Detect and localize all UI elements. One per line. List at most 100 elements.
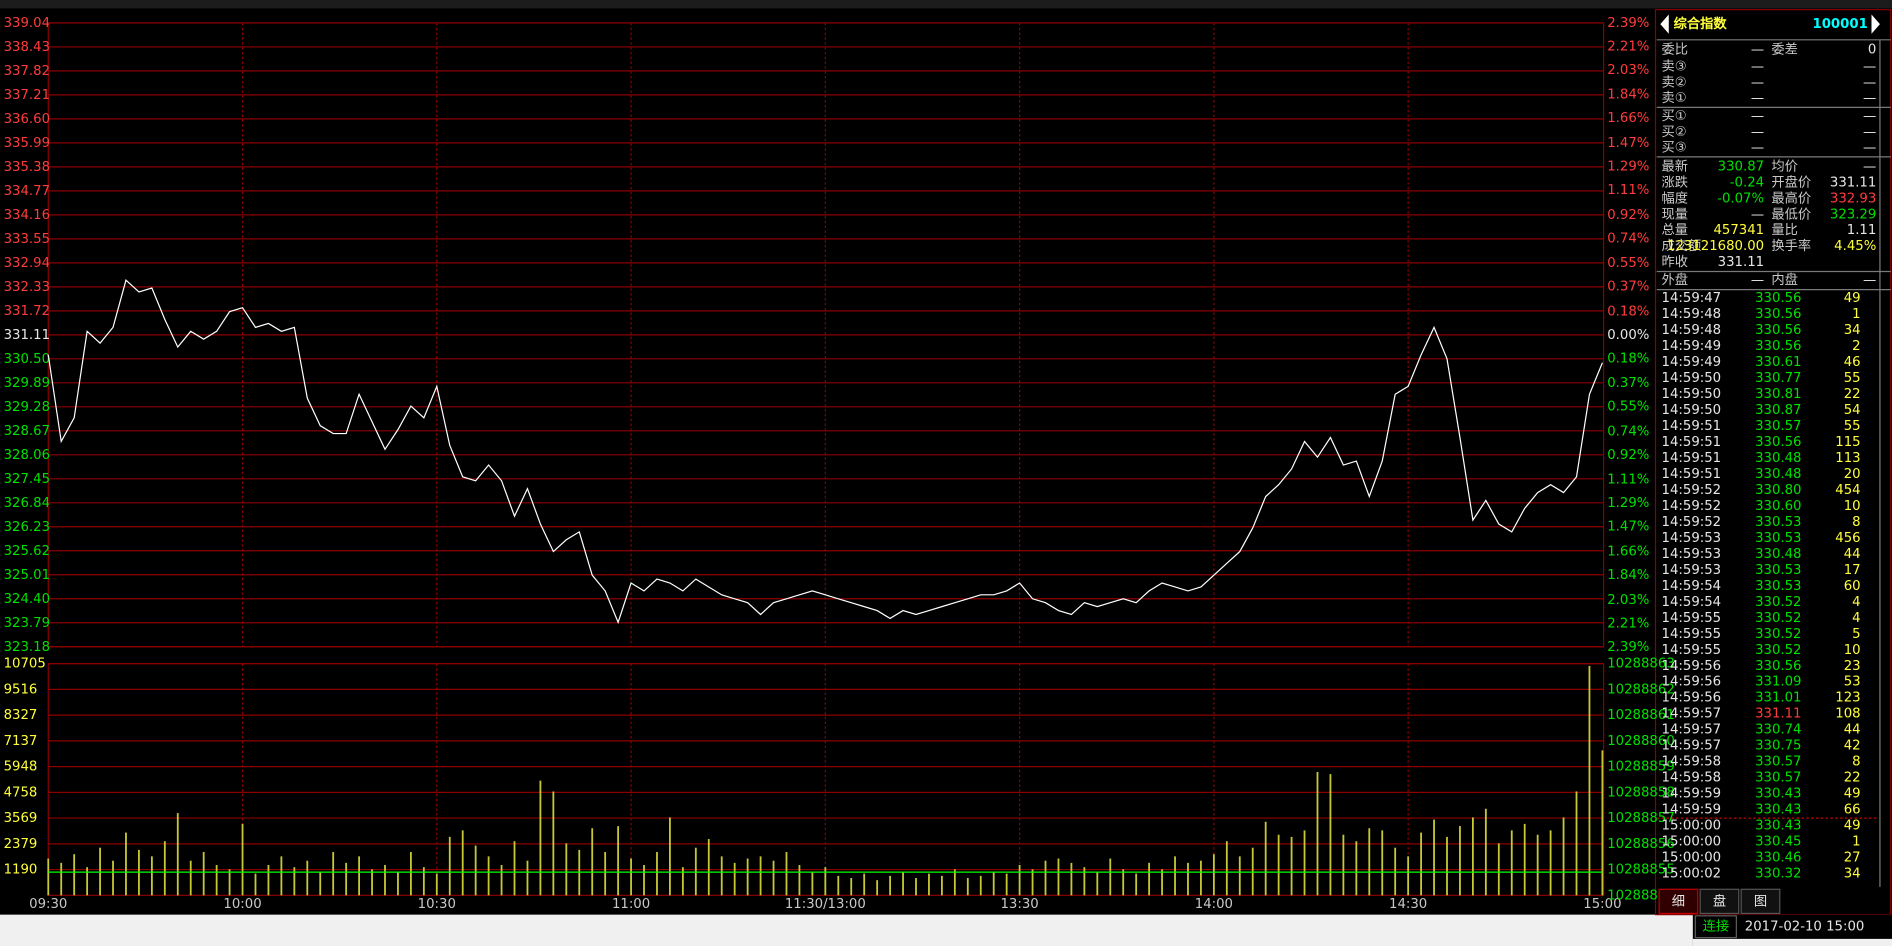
panel-value: 331.11 (1718, 255, 1764, 270)
tick-volume: 54 (1844, 403, 1861, 418)
tick-volume: 8 (1852, 515, 1860, 530)
tick-time: 14:59:52 (1662, 483, 1722, 498)
panel-value: — (1751, 75, 1764, 90)
panel-label: 卖② (1662, 74, 1687, 90)
panel-value: — (1751, 59, 1764, 74)
y-tick-label: 325.62 (4, 544, 50, 559)
y-tick-label: 332.33 (4, 280, 50, 295)
y2-tick-label: 0.92% (1607, 208, 1649, 223)
tick-volume: 10 (1844, 643, 1861, 658)
y-tick-label: 331.11 (4, 328, 50, 343)
panel-label: 换手率 (1771, 237, 1811, 254)
tick-time: 15:00:00 (1662, 835, 1722, 850)
panel-value: — (1863, 91, 1876, 106)
panel-value: 332.93 (1830, 191, 1876, 206)
y2-tick-label: 0.55% (1607, 256, 1649, 271)
tick-time: 15:00:00 (1662, 819, 1722, 834)
x-tick-label: 15:00 (1583, 897, 1621, 912)
tick-volume: 20 (1844, 467, 1861, 482)
y-tick-label: 7137 (4, 734, 38, 749)
tick-time: 14:59:52 (1662, 515, 1722, 530)
panel-label: 外盘 (1662, 271, 1689, 288)
price-line (47, 279, 1603, 625)
panel-label: 卖③ (1662, 58, 1687, 74)
tab[interactable] (1699, 888, 1740, 915)
tick-price: 330.74 (1755, 723, 1801, 738)
tick-time: 14:59:48 (1662, 307, 1722, 322)
tick-time: 14:59:51 (1662, 467, 1722, 482)
tick-volume: 8 (1852, 755, 1860, 770)
next-arrow[interactable] (1871, 14, 1880, 34)
tick-price: 330.56 (1755, 435, 1801, 450)
tick-volume: 4 (1852, 595, 1860, 610)
y2-tick-label: 10288858 (1607, 785, 1675, 800)
y2-tick-label: 10288859 (1607, 760, 1675, 775)
tick-time: 14:59:48 (1662, 323, 1722, 338)
tick-price: 330.52 (1755, 595, 1801, 610)
y-tick-label: 326.23 (4, 520, 50, 535)
y2-tick-label: 2.39% (1607, 640, 1649, 655)
tick-volume: 60 (1844, 579, 1861, 594)
tab-label[interactable]: 细 (1672, 893, 1685, 909)
x-tick-label: 10:30 (418, 897, 456, 912)
y2-tick-label: 1.47% (1607, 136, 1649, 151)
y2-tick-label: 0.37% (1607, 280, 1649, 295)
tick-price: 330.43 (1755, 819, 1801, 834)
y2-tick-label: 0.37% (1607, 376, 1649, 391)
y2-tick-label: 1.29% (1607, 159, 1649, 174)
tick-time: 14:59:54 (1662, 579, 1722, 594)
y2-tick-label: 1.66% (1607, 544, 1649, 559)
panel-label: 量比 (1771, 222, 1798, 238)
y2-tick-label: 10288855 (1607, 863, 1675, 878)
y-tick-label: 338.43 (4, 40, 50, 55)
tick-volume: 1 (1852, 835, 1860, 850)
tick-time: 15:00:02 (1662, 867, 1722, 882)
y2-tick-label: 0.18% (1607, 304, 1649, 319)
y-tick-label: 328.67 (4, 424, 50, 439)
y-tick-label: 339.04 (4, 16, 50, 31)
status-datetime: 2017-02-10 15:00 (1745, 920, 1865, 935)
panel-value: — (1751, 109, 1764, 124)
panel-label: 幅度 (1662, 190, 1689, 206)
y-tick-label: 325.01 (4, 568, 50, 583)
tick-time: 14:59:51 (1662, 451, 1722, 466)
tick-volume: 123 (1835, 691, 1860, 706)
y-tick-label: 3569 (4, 811, 38, 826)
x-tick-label: 11:30/13:00 (785, 897, 866, 912)
y2-tick-label: 2.03% (1607, 593, 1649, 608)
tick-volume: 53 (1844, 675, 1861, 690)
tab[interactable] (1740, 888, 1781, 915)
y-tick-label: 10705 (4, 657, 46, 672)
tick-price: 330.56 (1755, 323, 1801, 338)
y-tick-label: 332.94 (4, 256, 50, 271)
tick-time: 14:59:59 (1662, 787, 1722, 802)
tick-time: 14:59:49 (1662, 355, 1722, 370)
y2-tick-label: 0.18% (1607, 351, 1649, 366)
tick-time: 15:00:00 (1662, 851, 1722, 866)
y-tick-label: 326.84 (4, 496, 50, 511)
tick-volume: 454 (1835, 483, 1860, 498)
y-tick-label: 329.28 (4, 400, 50, 415)
y2-tick-label: 10288856 (1607, 837, 1675, 852)
panel-label: 最新 (1662, 159, 1689, 175)
panel-value: — (1863, 273, 1876, 288)
panel-value: — (1863, 109, 1876, 124)
tick-volume: 5 (1852, 627, 1860, 642)
tick-volume: 44 (1844, 547, 1861, 562)
y-tick-label: 335.99 (4, 136, 50, 151)
panel-value: — (1751, 91, 1764, 106)
panel-label: 最低价 (1771, 206, 1811, 222)
tab-label[interactable]: 图 (1754, 894, 1767, 909)
x-tick-label: 14:30 (1389, 897, 1427, 912)
tick-time: 14:59:57 (1662, 707, 1722, 722)
prev-arrow[interactable] (1660, 14, 1669, 34)
panel-label: 买① (1662, 108, 1687, 124)
tab[interactable] (1658, 888, 1699, 915)
panel-value: — (1751, 42, 1764, 57)
panel-value: 4.45% (1834, 239, 1876, 254)
tab-label[interactable]: 盘 (1713, 892, 1726, 909)
panel-value: 123121680.00 (1667, 239, 1764, 254)
tick-price: 330.81 (1755, 387, 1801, 402)
tick-price: 330.48 (1755, 451, 1801, 466)
